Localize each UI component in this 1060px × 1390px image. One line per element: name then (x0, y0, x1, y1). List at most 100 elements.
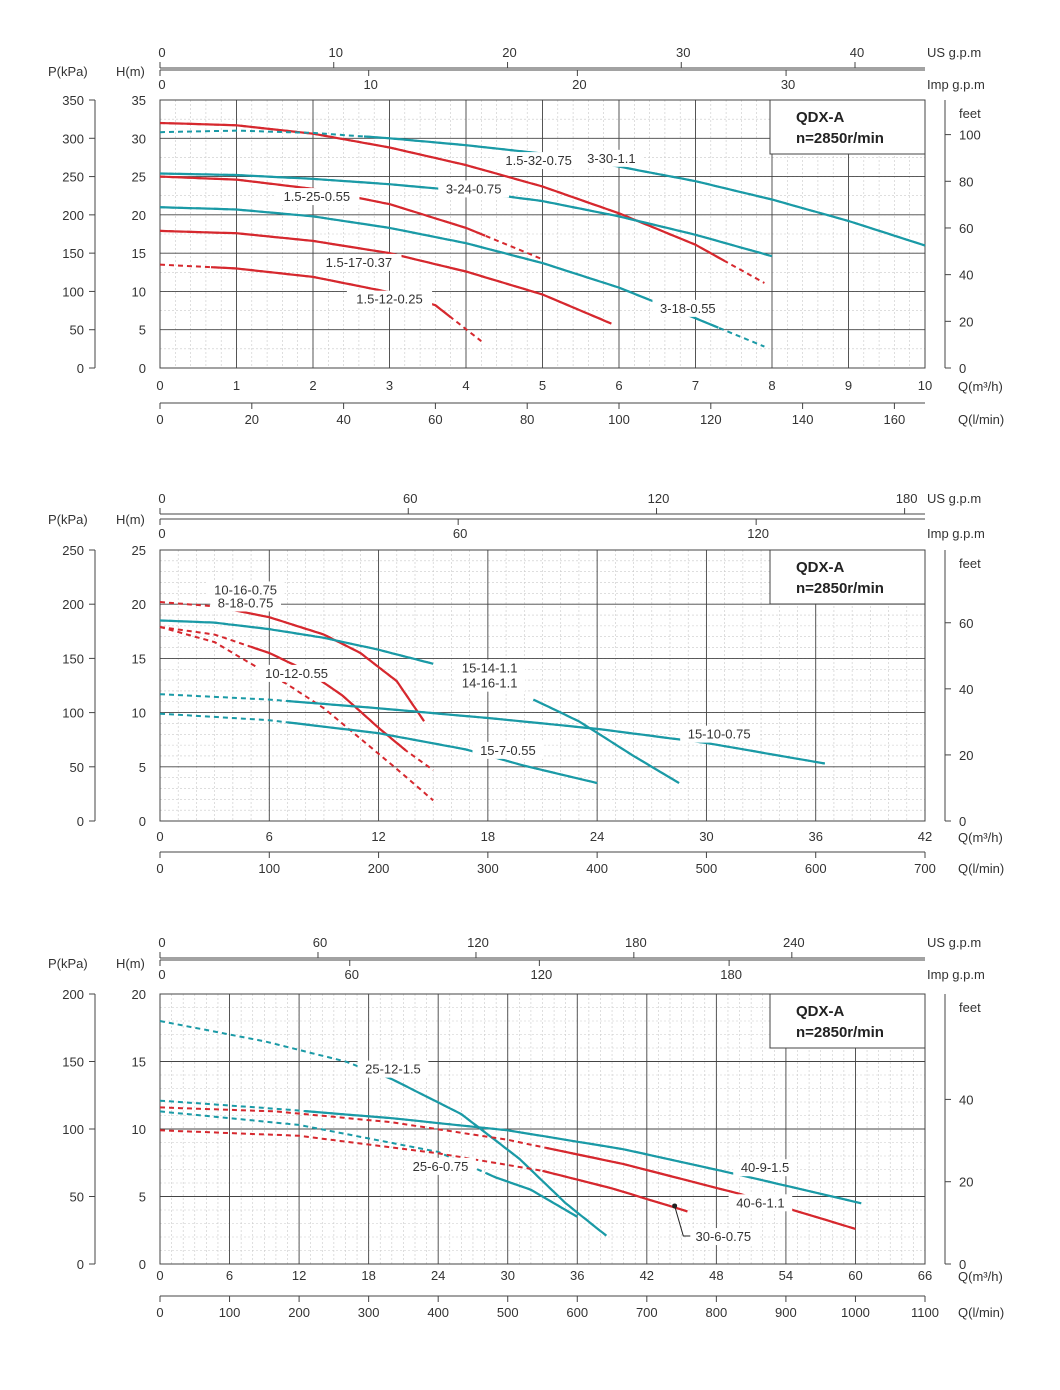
curve-14-16-1.1 (532, 698, 680, 785)
q-lmin-tick-label: 700 (914, 861, 936, 876)
curve-25-12-1.5 (368, 1069, 607, 1237)
h-tick-label: 0 (139, 1257, 146, 1272)
curve-label-bg (687, 1228, 759, 1246)
q-lmin-tick-label: 200 (368, 861, 390, 876)
curve-3-30-1.1-dashed (159, 129, 926, 247)
feet-tick-label: 60 (959, 221, 973, 236)
curve-label-1.5-25-0.55: 1.5-25-0.55 (284, 189, 351, 204)
q-m3h-tick-label: 10 (918, 378, 932, 393)
curve-label-bg (257, 664, 336, 682)
feet-tick-label: 0 (959, 1257, 966, 1272)
curve-label-bg (680, 725, 759, 743)
q-m3h-tick-label: 36 (808, 829, 822, 844)
curve-label-25-6-0.75: 25-6-0.75 (413, 1159, 469, 1174)
h-tick-label: 5 (139, 760, 146, 775)
q-lmin-tick-label: 120 (700, 412, 722, 427)
title-box (769, 549, 926, 605)
curve-30-6-0.75 (542, 1169, 688, 1213)
q-m3h-tick-label: 3 (386, 378, 393, 393)
h-tick-label: 10 (132, 1122, 146, 1137)
us-gpm-tick-label: 0 (158, 935, 165, 950)
curve-8-18-0.75-dashed (159, 626, 434, 771)
q-m3h-tick-label: 12 (292, 1268, 306, 1283)
us-gpm-tick-label: 40 (850, 45, 864, 60)
feet-tick-label: 80 (959, 174, 973, 189)
h-axis-label: H(m) (116, 956, 145, 971)
curve-25-12-1.5-dashed (159, 1020, 607, 1237)
p-axis-label: P(kPa) (48, 512, 88, 527)
q-m3h-tick-label: 6 (615, 378, 622, 393)
p-tick-label: 200 (62, 597, 84, 612)
q-m3h-tick-label: 12 (371, 829, 385, 844)
curve-1.5-25-0.55 (159, 175, 486, 237)
imp-gpm-tick-label: 0 (158, 77, 165, 92)
h-tick-label: 5 (139, 1190, 146, 1205)
q-m3h-axis-label: Q(m³/h) (958, 379, 1003, 394)
p-tick-label: 250 (62, 543, 84, 558)
q-m3h-tick-label: 0 (156, 378, 163, 393)
plot-frame (159, 99, 926, 369)
h-tick-label: 15 (132, 1055, 146, 1070)
curve-label-3-24-0.75: 3-24-0.75 (446, 181, 502, 196)
curve-label-bg (210, 594, 282, 612)
q-m3h-axis-label: Q(m³/h) (958, 1269, 1003, 1284)
q-lmin-tick-label: 140 (792, 412, 814, 427)
feet-tick-label: 0 (959, 814, 966, 829)
h-tick-label: 0 (139, 814, 146, 829)
q-lmin-tick-label: 800 (706, 1305, 728, 1320)
us-gpm-tick-label: 240 (783, 935, 805, 950)
p-tick-label: 0 (77, 1257, 84, 1272)
curve-10-12-0.55-dashed (159, 626, 434, 802)
chart-subtitle: n=2850r/min (796, 580, 884, 597)
q-lmin-tick-label: 1100 (911, 1305, 939, 1320)
imp-gpm-tick-label: 120 (747, 526, 769, 541)
imp-gpm-tick-label: 0 (158, 526, 165, 541)
us-gpm-tick-label: 120 (467, 935, 489, 950)
title-box (769, 99, 926, 155)
q-lmin-tick-label: 400 (427, 1305, 449, 1320)
h-axis-label: H(m) (116, 64, 145, 79)
feet-tick-label: 20 (959, 314, 973, 329)
q-m3h-tick-label: 8 (768, 378, 775, 393)
curve-label-10-12-0.55: 10-12-0.55 (265, 666, 328, 681)
h-tick-label: 20 (132, 597, 146, 612)
pump-curve-chart-3: 0 60 120 180 240 US g.p.m0 60 120 180 Imp g.p.m0 6… (48, 935, 1004, 1320)
chart-title: QDX-A (796, 109, 845, 126)
q-lmin-tick-label: 300 (477, 861, 499, 876)
q-lmin-tick-label: 0 (156, 1305, 163, 1320)
imp-gpm-axis-label: Imp g.p.m (927, 526, 985, 541)
imp-gpm-tick-label: 180 (720, 967, 742, 982)
curve-label-bg (316, 253, 402, 271)
curve-label-bg (496, 152, 582, 170)
us-gpm-tick-label: 60 (313, 935, 327, 950)
curve-label-1.5-32-0.75: 1.5-32-0.75 (505, 153, 572, 168)
p-axis-label: P(kPa) (48, 64, 88, 79)
p-tick-label: 100 (62, 284, 84, 299)
curve-1.5-17-0.37 (159, 229, 612, 325)
curve-label-30-6-0.75: 30-6-0.75 (695, 1229, 751, 1244)
h-tick-label: 15 (132, 651, 146, 666)
h-tick-label: 10 (132, 284, 146, 299)
feet-tick-label: 20 (959, 748, 973, 763)
curve-label-bg (652, 299, 724, 317)
curve-3-30-1.1 (363, 135, 926, 247)
q-m3h-tick-label: 42 (640, 1268, 654, 1283)
chart-title: QDX-A (796, 1003, 845, 1020)
curve-3-18-0.55 (159, 206, 719, 329)
feet-tick-label: 60 (959, 616, 973, 631)
p-tick-label: 100 (62, 1122, 84, 1137)
us-gpm-tick-label: 180 (625, 935, 647, 950)
curve-label-bg (472, 741, 544, 759)
q-m3h-tick-label: 30 (500, 1268, 514, 1283)
q-lmin-tick-label: 80 (520, 412, 534, 427)
curve-label-15-14-1.1: 15-14-1.1 (462, 660, 518, 675)
q-m3h-tick-label: 24 (590, 829, 604, 844)
curve-10-16-0.75-dashed (159, 601, 425, 722)
q-m3h-tick-label: 2 (309, 378, 316, 393)
q-m3h-tick-label: 4 (462, 378, 469, 393)
curve-label-bg (405, 1157, 476, 1175)
curve-40-6-1.1 (546, 1146, 856, 1230)
us-gpm-tick-label: 20 (502, 45, 516, 60)
curve-label-bg (728, 1194, 793, 1212)
curve-label-bg (579, 149, 644, 167)
